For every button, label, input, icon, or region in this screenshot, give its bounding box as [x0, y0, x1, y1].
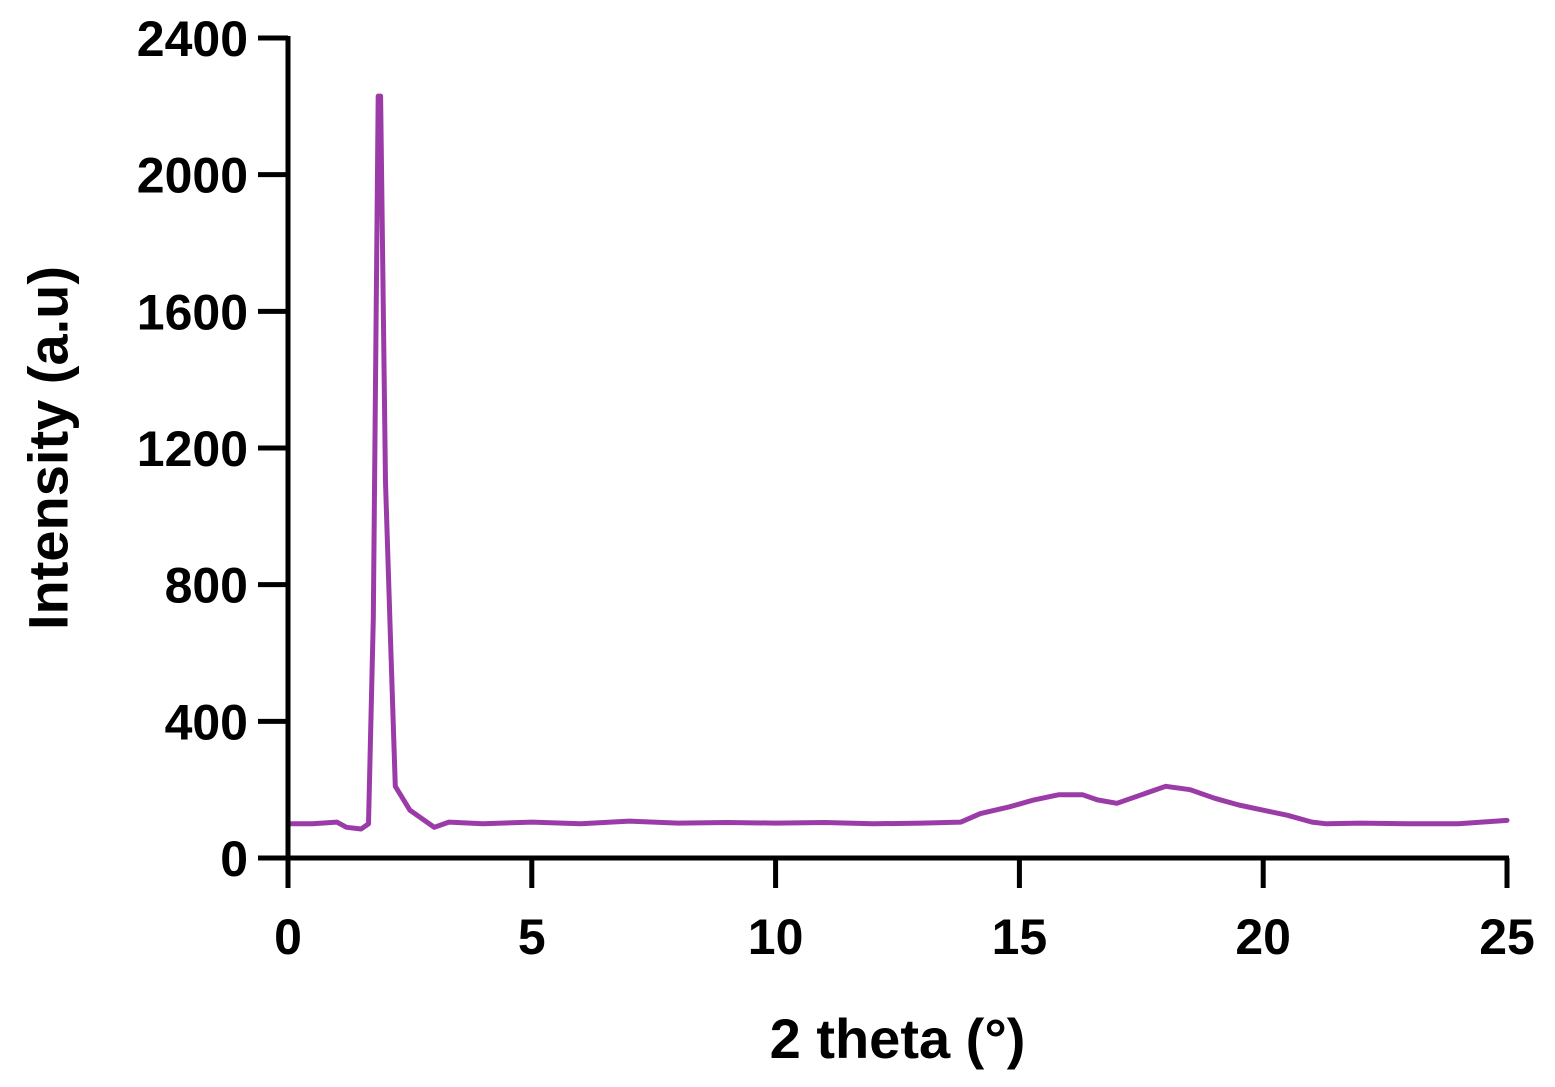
y-tick-label: 0 — [220, 831, 248, 887]
x-tick-label: 20 — [1235, 909, 1291, 965]
y-axis-ticks: 0 400 800 1200 1600 2000 2400 — [137, 11, 288, 887]
x-tick-label: 0 — [274, 909, 302, 965]
x-tick-label: 5 — [518, 909, 546, 965]
x-tick-label: 15 — [992, 909, 1048, 965]
y-tick-label: 400 — [165, 694, 248, 750]
y-tick-label: 2000 — [137, 148, 248, 204]
x-axis-ticks: 0 5 10 15 20 25 — [274, 858, 1535, 965]
y-tick-label: 1600 — [137, 284, 248, 340]
y-tick-label: 2400 — [137, 11, 248, 67]
x-axis-title: 2 theta (°) — [770, 1007, 1026, 1070]
y-tick-label: 1200 — [137, 421, 248, 477]
y-tick-label: 800 — [165, 558, 248, 614]
series-line — [285, 93, 1510, 832]
x-tick-label: 25 — [1479, 909, 1535, 965]
x-tick-label: 10 — [748, 909, 804, 965]
y-axis-title: Intensity (a.u) — [17, 266, 80, 630]
